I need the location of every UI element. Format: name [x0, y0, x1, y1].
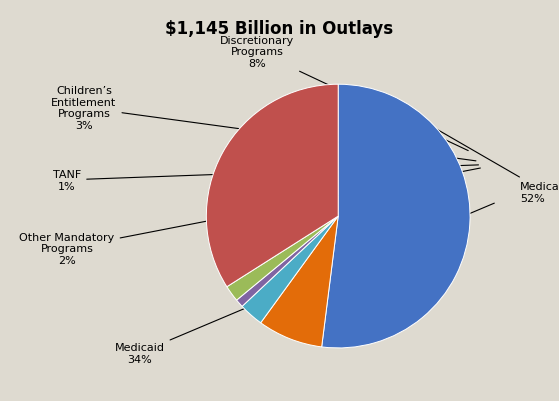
- Wedge shape: [236, 217, 338, 307]
- Wedge shape: [321, 85, 470, 348]
- Text: Children’s
Entitlement
Programs
3%: Children’s Entitlement Programs 3%: [51, 86, 476, 162]
- Text: Other Mandatory
Programs
2%: Other Mandatory Programs 2%: [20, 168, 480, 265]
- Text: TANF
1%: TANF 1%: [53, 166, 479, 191]
- Wedge shape: [206, 85, 338, 287]
- Text: $1,145 Billion in Outlays: $1,145 Billion in Outlays: [165, 20, 394, 38]
- Wedge shape: [260, 217, 338, 347]
- Text: Medicaid
34%: Medicaid 34%: [115, 204, 494, 364]
- Text: Medicare
52%: Medicare 52%: [411, 115, 559, 203]
- Wedge shape: [242, 217, 338, 323]
- Wedge shape: [227, 217, 338, 300]
- Text: Discretionary
Programs
8%: Discretionary Programs 8%: [220, 36, 468, 151]
